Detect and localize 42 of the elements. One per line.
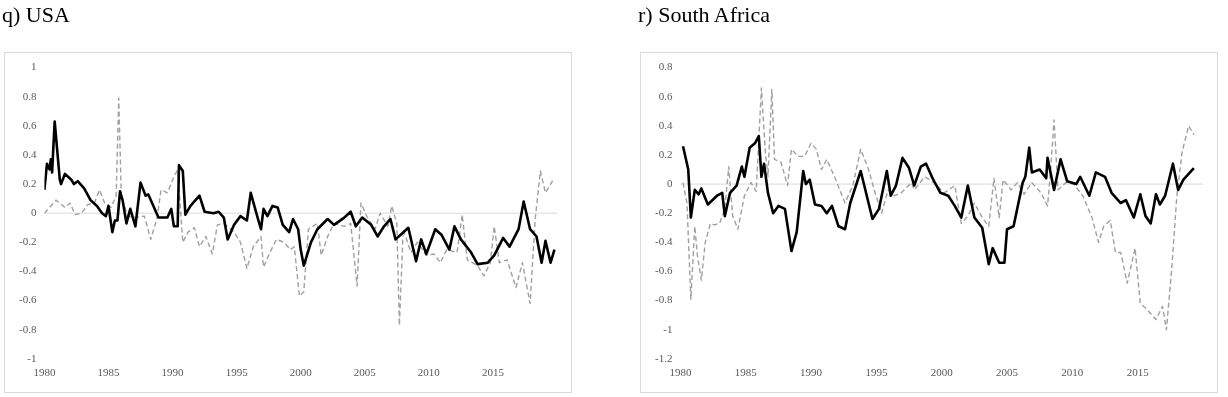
x-tick-label: 2015: [1126, 366, 1150, 379]
y-tick-label: 0: [666, 176, 673, 189]
x-tick-label: 1985: [97, 366, 120, 379]
x-tick-label: 1985: [734, 366, 758, 379]
line-series: [44, 97, 554, 327]
y-tick-label: -0.6: [18, 293, 37, 306]
chart-title: q) USA: [2, 2, 70, 28]
x-tick-label: 1990: [800, 366, 823, 379]
x-tick-label: 2005: [996, 366, 1019, 379]
y-tick-label: -0.8: [18, 322, 37, 335]
x-tick-label: 1995: [865, 366, 888, 379]
line-series: [682, 87, 1195, 331]
y-tick-label: 0.4: [658, 118, 673, 131]
x-tick-label: 2005: [353, 366, 377, 379]
x-tick-label: 2010: [1061, 366, 1084, 379]
x-tick-label: 1980: [669, 366, 692, 379]
y-tick-label: 1: [30, 60, 37, 73]
y-tick-label: 0.2: [22, 176, 37, 189]
y-tick-label: -0.4: [18, 264, 37, 277]
y-tick-label: -1: [663, 322, 673, 335]
y-tick-label: 0.4: [22, 147, 37, 160]
y-tick-label: 0.6: [22, 118, 37, 131]
y-tick-label: 0.2: [658, 147, 673, 160]
x-tick-label: 1995: [225, 366, 249, 379]
y-tick-label: -1: [27, 351, 37, 364]
x-tick-label: 2000: [930, 366, 954, 379]
y-tick-label: 0.8: [22, 89, 37, 102]
y-tick-label: 0.8: [658, 60, 673, 73]
chart-title: r) South Africa: [638, 2, 770, 28]
y-tick-label: 0: [30, 206, 37, 219]
y-tick-label: -0.4: [654, 235, 673, 248]
y-tick-label: 0.6: [658, 89, 673, 102]
x-tick-label: 1990: [161, 366, 185, 379]
x-tick-label: 2010: [417, 366, 441, 379]
x-tick-label: 2000: [289, 366, 313, 379]
y-tick-label: -0.6: [654, 264, 673, 277]
y-tick-label: -0.2: [18, 235, 37, 248]
y-tick-label: -0.2: [654, 206, 673, 219]
y-tick-label: -0.8: [654, 293, 673, 306]
x-tick-label: 1980: [33, 366, 56, 379]
y-tick-label: -1.2: [654, 351, 673, 364]
x-tick-label: 2015: [481, 366, 505, 379]
